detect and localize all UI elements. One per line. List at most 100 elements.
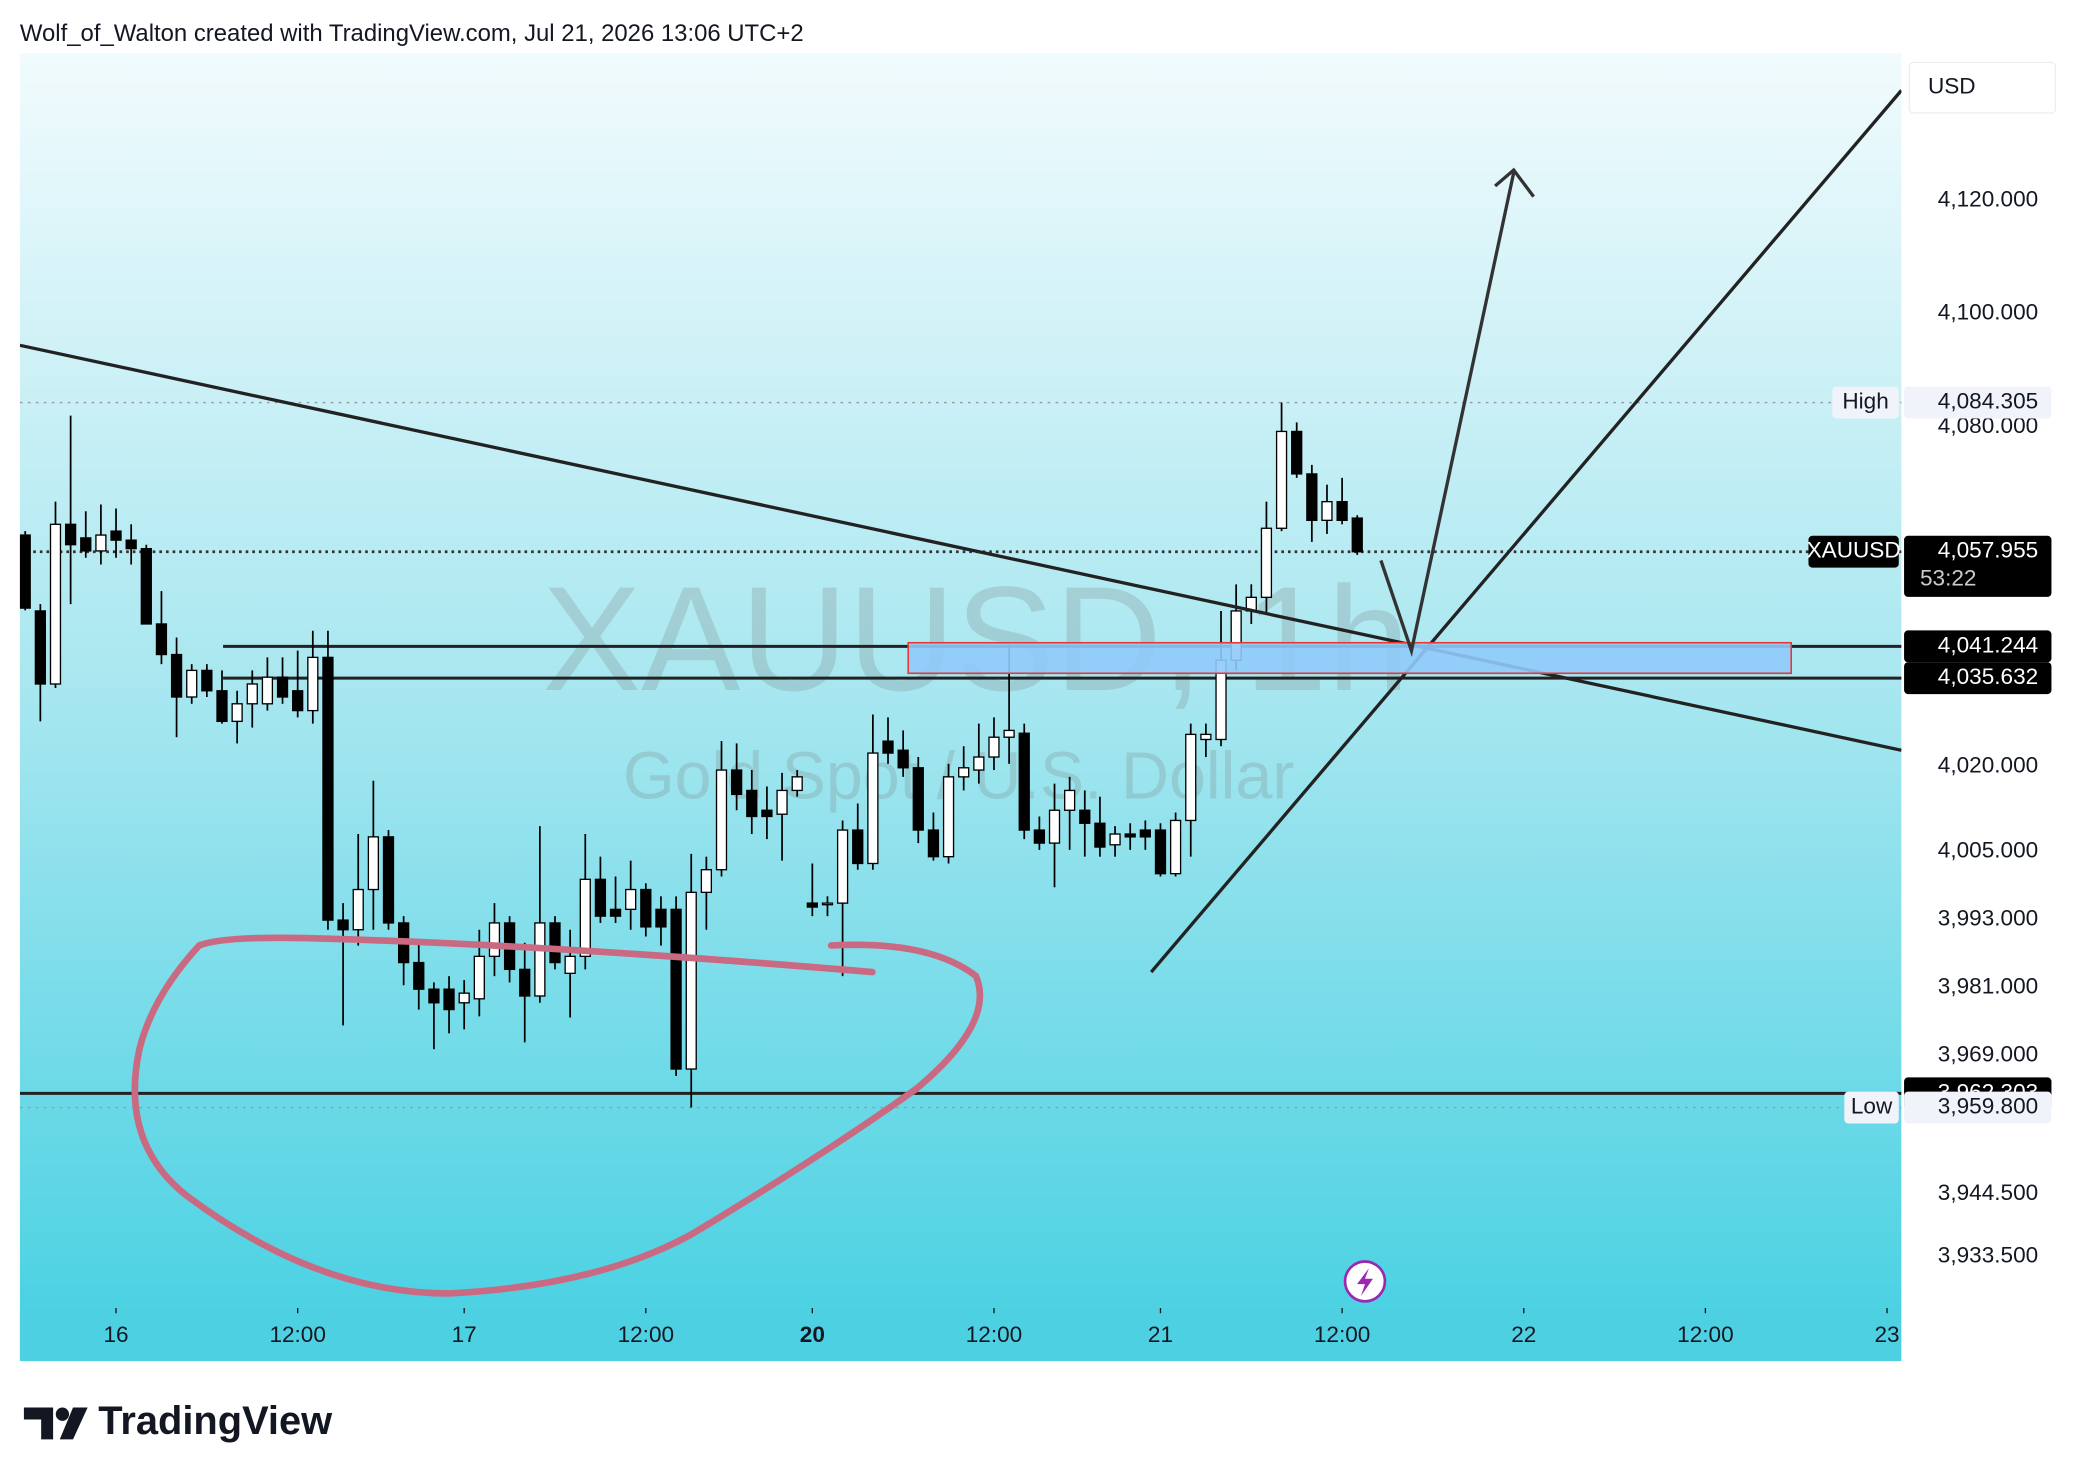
marker-label: 3,959.800 xyxy=(1938,1093,2038,1118)
x-tick-label: 23 xyxy=(1874,1322,1899,1347)
candle-body xyxy=(1094,822,1106,848)
candle-body xyxy=(292,690,304,712)
candle-body xyxy=(670,908,682,1070)
candle-body xyxy=(867,752,879,865)
x-tick-label: 12:00 xyxy=(1677,1322,1733,1347)
candle-body xyxy=(1064,789,1076,811)
candle-body xyxy=(276,676,289,698)
candle-body xyxy=(534,922,546,997)
y-tick-label: 3,981.000 xyxy=(1938,973,2038,998)
candle-body xyxy=(731,769,743,796)
candle-body xyxy=(1260,527,1273,599)
candle-body xyxy=(1185,733,1197,822)
marker-name-tag xyxy=(1832,386,1899,419)
candle-body xyxy=(307,656,319,712)
candle-body xyxy=(579,878,591,958)
candle-body xyxy=(1079,809,1091,824)
candle-body xyxy=(1124,833,1136,838)
x-tick-label: 12:00 xyxy=(1314,1322,1370,1347)
x-tick-label: 22 xyxy=(1511,1322,1536,1347)
candle-body xyxy=(337,919,349,931)
x-tick-label: 17 xyxy=(452,1322,477,1347)
candle-body xyxy=(1109,833,1121,846)
candle-body xyxy=(1033,829,1046,844)
candle-body xyxy=(852,829,864,865)
marker-name: XAUUSD xyxy=(1807,538,1901,563)
watermark-title: XAUUSD, 1h xyxy=(542,555,1410,722)
candle-body xyxy=(715,769,728,871)
candle-body xyxy=(640,888,652,928)
marker-tag xyxy=(1904,535,2052,597)
candle-body xyxy=(791,776,803,792)
x-tick-label: 20 xyxy=(800,1322,825,1347)
candle-body xyxy=(806,902,818,908)
y-tick-label: 4,100.000 xyxy=(1938,300,2038,325)
currency: USD xyxy=(1928,74,1976,99)
level-tag xyxy=(1904,630,2052,663)
header: Wolf_of_Walton created with TradingView.… xyxy=(20,20,804,47)
candle-body xyxy=(594,878,607,917)
x-tick-label: 21 xyxy=(1148,1322,1173,1347)
candle-body xyxy=(155,623,168,656)
trendline xyxy=(1149,89,1902,974)
candle-body xyxy=(216,690,228,723)
candle-body xyxy=(685,891,697,1070)
candle-body xyxy=(1306,473,1318,522)
candle-body xyxy=(64,523,77,546)
arrow-head xyxy=(1494,167,1535,198)
marker-label: 4,084.305 xyxy=(1938,389,2038,414)
candle-body xyxy=(110,530,122,541)
candle-body xyxy=(1291,430,1303,475)
axes: 4,120.0004,100.0004,080.0004,020.0004,00… xyxy=(103,186,2052,1347)
y-axis-area xyxy=(1901,53,2061,1362)
candle-body xyxy=(49,523,62,685)
candle-body xyxy=(519,968,531,997)
candle-body xyxy=(821,902,834,906)
candle-body xyxy=(549,922,561,964)
candle-body xyxy=(1169,819,1182,875)
y-tick-label: 3,933.500 xyxy=(1938,1242,2038,1267)
candle-body xyxy=(80,537,92,552)
level-label: 4,041.244 xyxy=(1938,632,2038,657)
marker-tag xyxy=(1904,1091,2052,1124)
candle-body xyxy=(1018,732,1030,831)
level-tag xyxy=(1904,662,2052,695)
candle-body xyxy=(625,888,637,911)
candle-body xyxy=(201,669,213,692)
candle-body xyxy=(942,776,955,858)
marker-name: High xyxy=(1842,389,1888,414)
candle-body xyxy=(428,988,440,1004)
y-tick-label: 3,969.000 xyxy=(1938,1041,2038,1066)
logo xyxy=(23,1407,88,1440)
candle-body xyxy=(382,836,395,924)
candle-body xyxy=(1336,500,1348,522)
candle-body xyxy=(488,922,501,958)
countdown: 53:22 xyxy=(1920,566,1976,591)
candle-body xyxy=(458,992,470,1004)
drawings xyxy=(19,89,1902,1297)
candle-body xyxy=(1154,829,1167,875)
x-tick-label: 12:00 xyxy=(618,1322,674,1347)
marker-tag xyxy=(1904,386,2052,419)
circle-drawing xyxy=(131,934,984,1297)
x-axis-strip xyxy=(19,1307,1902,1362)
candle-body xyxy=(186,669,198,698)
trendline xyxy=(19,343,1902,752)
brand: TradingView xyxy=(98,1399,333,1443)
candle-body xyxy=(746,789,758,818)
candle-body xyxy=(125,539,137,550)
candle-body xyxy=(413,961,425,990)
candle-body xyxy=(973,756,985,771)
candle-body xyxy=(882,740,894,754)
level-label: 4,035.632 xyxy=(1938,664,2038,689)
candle-body xyxy=(367,836,380,891)
candle-body xyxy=(700,869,713,894)
marker-name-tag xyxy=(1844,1091,1899,1124)
candle-body xyxy=(564,955,576,974)
candle-body xyxy=(170,653,183,698)
candles xyxy=(19,402,1363,1108)
candle-body xyxy=(1048,809,1061,844)
candle-body xyxy=(927,829,940,858)
